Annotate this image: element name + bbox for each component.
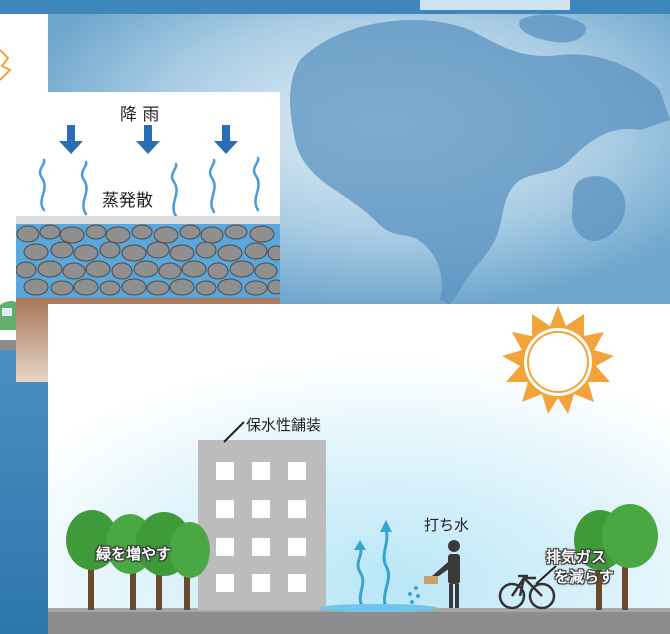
sun-icon: [0, 49, 12, 81]
tree-icon: [574, 504, 658, 610]
heat-wave-icon: [356, 546, 365, 608]
evaporation-label: 蒸発散: [102, 191, 153, 211]
person-icon: [424, 540, 460, 608]
building-icon: [198, 440, 326, 610]
sun-icon: [502, 306, 614, 414]
water-retaining-pavement-label: 保水性舗装: [246, 416, 322, 434]
greenery-label: 緑を増やす: [96, 545, 172, 563]
tree-icon: [66, 510, 210, 610]
heat-wave-icon: [38, 158, 46, 212]
heat-wave-icon: [252, 156, 260, 212]
bicycle-icon: [498, 574, 556, 610]
heat-wave-icon: [208, 158, 216, 214]
globe-icon: [290, 14, 670, 305]
rain-label: 降 雨: [120, 105, 160, 125]
rain-arrow-icon: [214, 125, 238, 154]
rain-arrow-icon: [59, 125, 83, 154]
city-scene: 保水性舗装 緑を増やす 打ち水 排気ガス を減らす: [48, 304, 670, 634]
heat-wave-icon: [80, 160, 88, 216]
heat-wave-icon: [382, 528, 391, 610]
rain-arrow-icon: [136, 125, 160, 154]
exhaust-label-line1: 排気ガス: [546, 548, 607, 566]
heat-wave-icon: [170, 162, 178, 218]
city-illustration: [48, 304, 670, 634]
exhaust-label-line2: を減らす: [554, 568, 614, 586]
water-sprinkling-label: 打ち水: [424, 516, 470, 534]
